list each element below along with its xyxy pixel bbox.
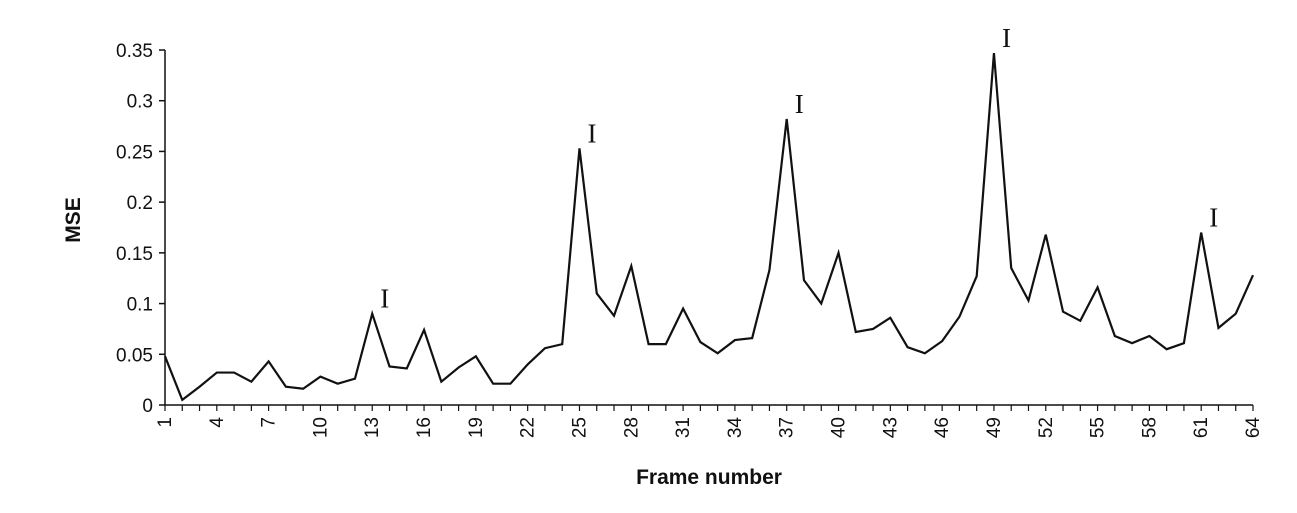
y-tick-label: 0.3 xyxy=(127,92,153,113)
y-tick-label: 0.15 xyxy=(116,244,153,265)
x-tick-label: 16 xyxy=(414,417,435,438)
y-tick-label: 0.25 xyxy=(116,142,153,163)
x-tick-label: 49 xyxy=(984,417,1005,438)
y-axis: 0 0.05 0.1 0.15 0.2 0.25 0.3 0.35 xyxy=(116,41,166,417)
x-axis: 1 4 7 10 13 16 19 22 25 28 31 34 37 40 43 46 49 52 55 58 61 6… xyxy=(155,404,1264,439)
x-tick-label: 10 xyxy=(310,417,331,438)
x-tick-label: 58 xyxy=(1139,417,1160,438)
x-tick-label: 55 xyxy=(1088,417,1109,438)
x-tick-label: 22 xyxy=(518,417,539,438)
peak-annotation: I xyxy=(1002,23,1011,53)
y-tick-label: 0.05 xyxy=(116,345,153,366)
x-tick-label: 7 xyxy=(259,417,280,428)
x-tick-label: 40 xyxy=(829,417,850,438)
x-tick-label: 52 xyxy=(1036,417,1057,438)
x-tick-label: 19 xyxy=(466,417,487,438)
x-tick-label: 4 xyxy=(207,417,228,428)
y-tick-label: 0 xyxy=(142,396,153,417)
x-tick-label: 1 xyxy=(155,417,176,428)
x-tick-label: 31 xyxy=(673,417,694,438)
x-axis-title: Frame number xyxy=(636,466,782,489)
series-group xyxy=(163,52,1255,402)
peak-annotation: I xyxy=(795,89,804,119)
x-tick-label: 64 xyxy=(1243,417,1264,439)
x-tick-label: 28 xyxy=(621,417,642,438)
y-axis-title: MSE xyxy=(62,197,85,243)
x-tick-label: 13 xyxy=(362,417,383,438)
x-tick-label: 43 xyxy=(880,417,901,438)
series-line-0 xyxy=(163,52,1255,402)
y-tick-label: 0.2 xyxy=(127,193,153,214)
peak-annotation: I xyxy=(380,284,389,314)
x-tick-label: 61 xyxy=(1191,417,1212,438)
x-tick-label: 34 xyxy=(725,417,746,439)
peak-annotation: I xyxy=(1209,203,1218,233)
annotations: I I I I I xyxy=(380,23,1218,314)
peak-annotation: I xyxy=(587,118,596,148)
y-tick-label: 0.35 xyxy=(116,41,153,62)
x-tick-label: 25 xyxy=(569,417,590,438)
x-tick-label: 46 xyxy=(932,417,953,438)
x-tick-label: 37 xyxy=(777,417,798,438)
y-tick-label: 0.1 xyxy=(127,295,153,316)
